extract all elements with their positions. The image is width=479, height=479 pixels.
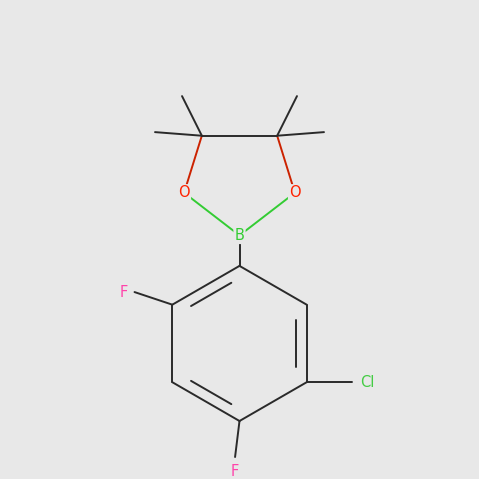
Text: B: B <box>235 228 244 243</box>
Text: F: F <box>231 464 239 479</box>
Text: F: F <box>120 285 128 299</box>
Text: O: O <box>178 185 190 200</box>
Text: Cl: Cl <box>360 375 374 390</box>
Text: O: O <box>289 185 301 200</box>
